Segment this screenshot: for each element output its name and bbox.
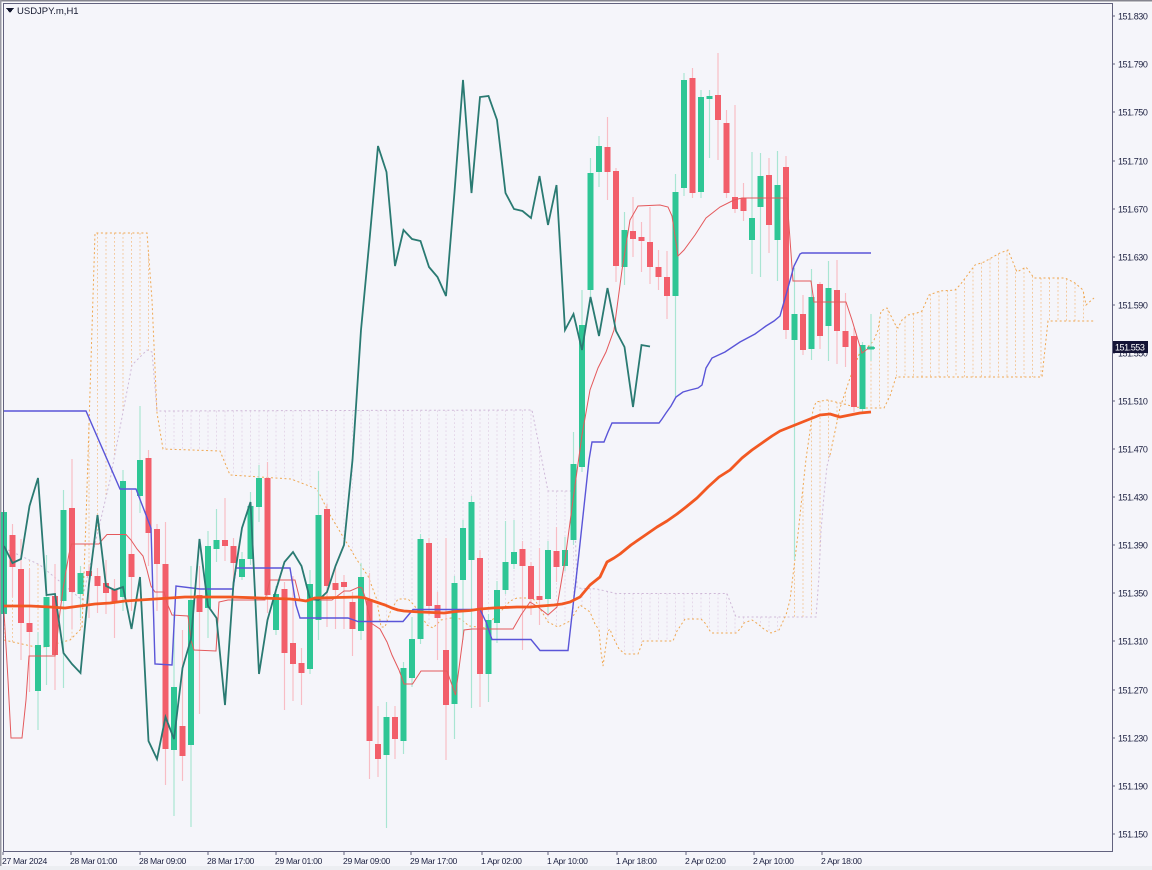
svg-text:151.190: 151.190 <box>1118 782 1148 792</box>
svg-text:1 Apr 02:00: 1 Apr 02:00 <box>481 856 522 866</box>
svg-text:2 Apr 18:00: 2 Apr 18:00 <box>821 856 862 866</box>
svg-text:28 Mar 09:00: 28 Mar 09:00 <box>139 856 187 866</box>
svg-text:28 Mar 17:00: 28 Mar 17:00 <box>207 856 255 866</box>
svg-text:151.230: 151.230 <box>1118 734 1148 744</box>
svg-text:151.350: 151.350 <box>1118 589 1148 599</box>
svg-text:151.390: 151.390 <box>1118 541 1148 551</box>
svg-text:29 Mar 09:00: 29 Mar 09:00 <box>343 856 391 866</box>
svg-text:151.630: 151.630 <box>1118 253 1148 263</box>
svg-text:151.750: 151.750 <box>1118 108 1148 118</box>
svg-text:151.670: 151.670 <box>1118 205 1148 215</box>
svg-text:USDJPY.m,H1: USDJPY.m,H1 <box>17 6 79 17</box>
svg-text:1 Apr 10:00: 1 Apr 10:00 <box>547 856 588 866</box>
svg-text:151.790: 151.790 <box>1118 60 1148 70</box>
svg-text:151.310: 151.310 <box>1118 637 1148 647</box>
svg-text:28 Mar 01:00: 28 Mar 01:00 <box>70 856 118 866</box>
svg-text:2 Apr 10:00: 2 Apr 10:00 <box>753 856 794 866</box>
svg-text:1 Apr 18:00: 1 Apr 18:00 <box>616 856 657 866</box>
svg-text:151.430: 151.430 <box>1118 493 1148 503</box>
svg-text:27 Mar 2024: 27 Mar 2024 <box>2 856 47 866</box>
svg-text:151.470: 151.470 <box>1118 445 1148 455</box>
svg-text:29 Mar 17:00: 29 Mar 17:00 <box>410 856 458 866</box>
svg-text:151.590: 151.590 <box>1118 301 1148 311</box>
svg-text:151.270: 151.270 <box>1118 686 1148 696</box>
svg-text:2 Apr 02:00: 2 Apr 02:00 <box>685 856 726 866</box>
svg-text:151.550: 151.550 <box>1118 349 1148 359</box>
svg-text:151.710: 151.710 <box>1118 157 1148 167</box>
svg-text:29 Mar 01:00: 29 Mar 01:00 <box>275 856 323 866</box>
svg-text:151.510: 151.510 <box>1118 397 1148 407</box>
svg-text:151.150: 151.150 <box>1118 830 1148 840</box>
svg-text:151.553: 151.553 <box>1115 343 1145 353</box>
svg-text:151.830: 151.830 <box>1118 12 1148 22</box>
